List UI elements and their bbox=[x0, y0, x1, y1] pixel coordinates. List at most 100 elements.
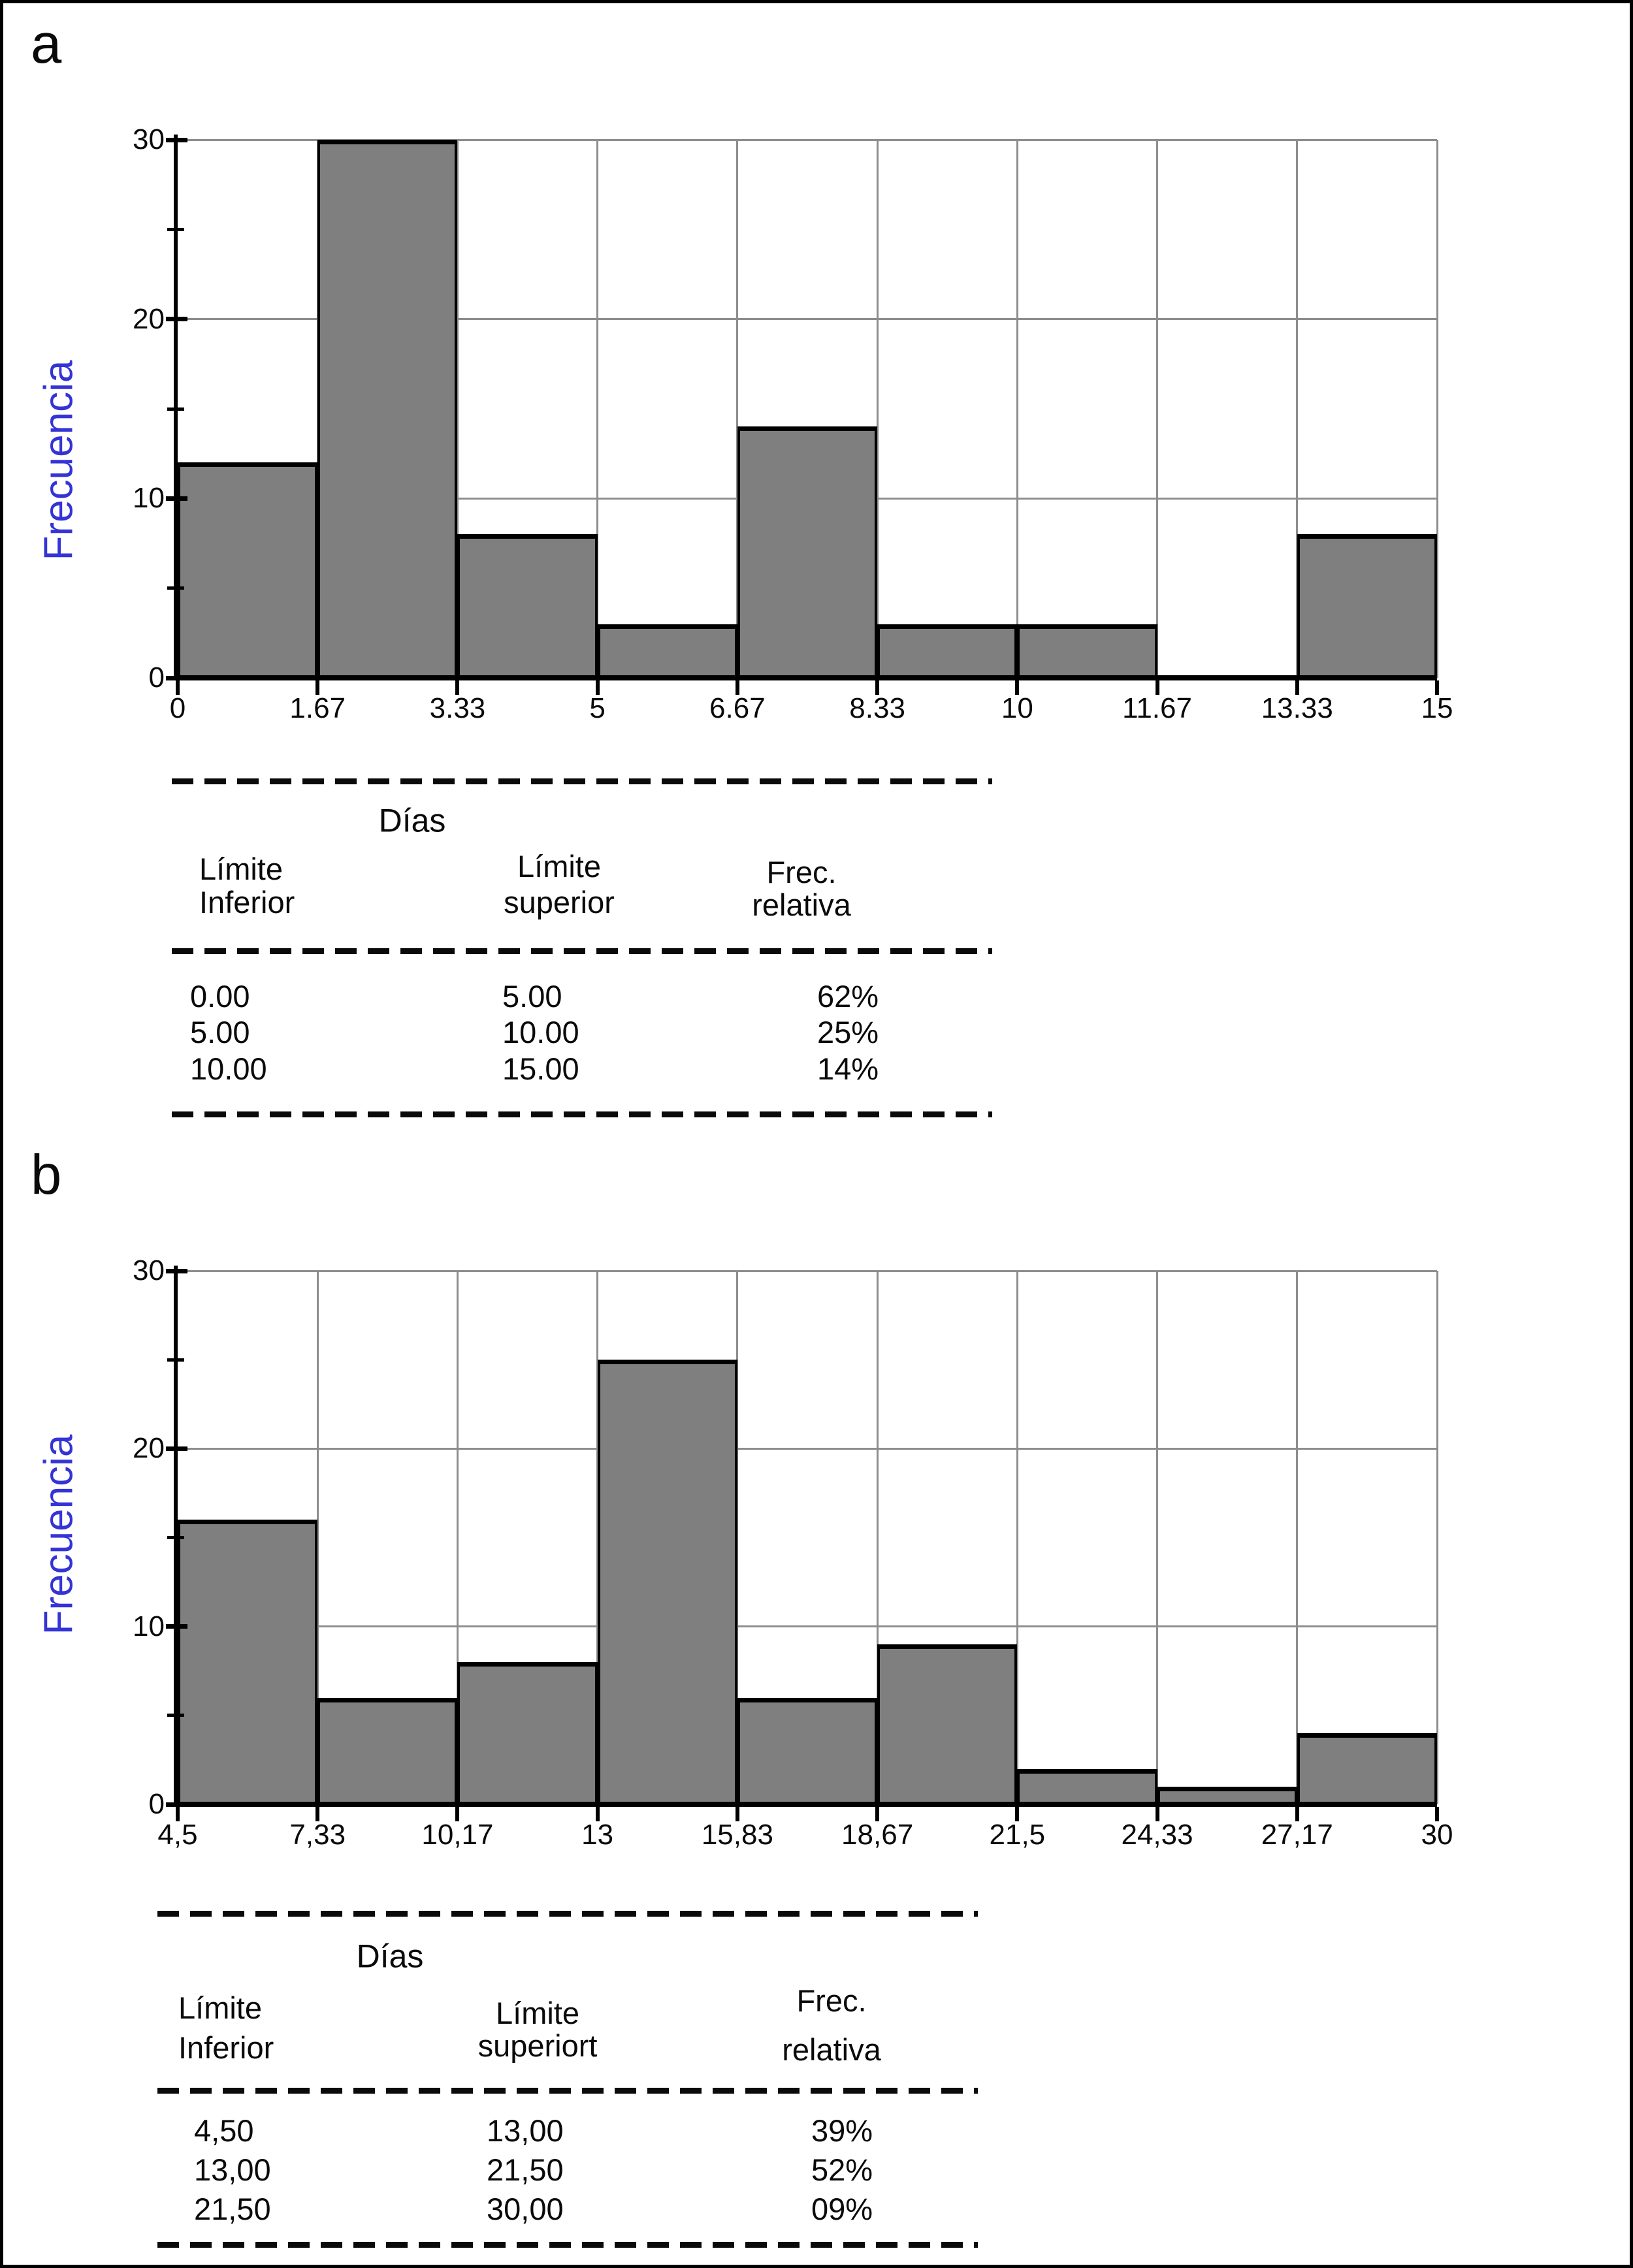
y-axis-minor-tick bbox=[167, 407, 184, 411]
x-axis-tick-label: 24,33 bbox=[1121, 1819, 1193, 1851]
x-axis-tick-label: 6.67 bbox=[709, 692, 766, 725]
x-axis-tick-label: 30 bbox=[1421, 1819, 1453, 1851]
x-axis-tick-label: 5 bbox=[589, 692, 605, 725]
x-axis-tick-label: 0 bbox=[170, 692, 186, 725]
y-axis-tick-label: 30 bbox=[86, 1254, 165, 1287]
table-column-header: relativa bbox=[782, 2032, 881, 2068]
histogram-a-bar bbox=[598, 624, 737, 678]
x-axis-tick-label: 18,67 bbox=[841, 1819, 913, 1851]
y-axis-major-tick bbox=[166, 1802, 187, 1807]
gridline-vertical bbox=[1016, 140, 1018, 678]
y-axis-title-b: Frecuencia bbox=[36, 1435, 82, 1635]
x-axis-line bbox=[174, 675, 1437, 680]
table-cell: 15.00 bbox=[502, 1051, 579, 1087]
table-dashed-rule bbox=[172, 1111, 992, 1117]
table-cell: 25% bbox=[817, 1015, 879, 1050]
x-axis-tick-label: 8.33 bbox=[849, 692, 905, 725]
y-axis-tick-label: 0 bbox=[86, 1788, 165, 1821]
table-column-header: Inferior bbox=[199, 885, 295, 920]
x-axis-tick-label: 7,33 bbox=[289, 1819, 346, 1851]
table-dashed-rule bbox=[172, 778, 992, 784]
x-axis-tick-label: 13 bbox=[581, 1819, 613, 1851]
gridline-horizontal bbox=[178, 1270, 1437, 1272]
gridline-horizontal bbox=[178, 1448, 1437, 1450]
table-title: Días bbox=[379, 802, 446, 840]
table-column-header: superior bbox=[504, 885, 615, 920]
histogram-a-bar bbox=[178, 462, 317, 678]
histogram-a-bar bbox=[1017, 624, 1157, 678]
y-axis-tick-label: 0 bbox=[86, 662, 165, 694]
y-axis-title-a: Frecuencia bbox=[36, 360, 82, 561]
histogram-b-bar bbox=[877, 1644, 1017, 1804]
table-cell: 62% bbox=[817, 979, 879, 1014]
y-axis-major-tick bbox=[166, 676, 187, 680]
table-column-header: Límite bbox=[199, 852, 283, 887]
gridline-vertical bbox=[1436, 1271, 1438, 1804]
histogram-b-bar bbox=[598, 1360, 737, 1804]
y-axis-major-tick bbox=[166, 317, 187, 321]
gridline-vertical bbox=[1156, 140, 1158, 678]
histogram-a-bar bbox=[877, 624, 1017, 678]
histogram-a-bar bbox=[317, 140, 457, 678]
table-cell: 5.00 bbox=[502, 979, 562, 1014]
gridline-vertical bbox=[1296, 1271, 1298, 1804]
x-axis-tick-label: 15 bbox=[1421, 692, 1453, 725]
histogram-b-bar bbox=[737, 1698, 877, 1804]
figure-page: a Frecuencia 010203001.673.3356.678.331011… bbox=[0, 0, 1633, 2268]
y-axis-tick-label: 10 bbox=[86, 1610, 165, 1643]
table-dashed-rule bbox=[157, 2242, 978, 2248]
y-axis-minor-tick bbox=[167, 1714, 184, 1717]
y-axis-minor-tick bbox=[167, 586, 184, 590]
table-cell: 5.00 bbox=[190, 1015, 250, 1050]
panel-label-a: a bbox=[31, 16, 61, 72]
y-axis-minor-tick bbox=[167, 228, 184, 231]
histogram-b-bar bbox=[1297, 1733, 1437, 1804]
table-column-header: Inferior bbox=[178, 2030, 274, 2066]
y-axis-tick-label: 20 bbox=[86, 1432, 165, 1465]
y-axis-minor-tick bbox=[167, 1358, 184, 1362]
x-axis-tick-label: 15,83 bbox=[702, 1819, 773, 1851]
histogram-b-bar bbox=[317, 1698, 457, 1804]
x-axis-line bbox=[174, 1802, 1437, 1807]
table-cell: 13,00 bbox=[194, 2152, 271, 2188]
table-cell: 4,50 bbox=[194, 2113, 253, 2148]
histogram-a-plot-area: 010203001.673.3356.678.331011.6713.3315 bbox=[178, 140, 1437, 678]
table-column-header: relativa bbox=[752, 887, 851, 923]
panel-label-b: b bbox=[31, 1147, 61, 1203]
y-axis-minor-tick bbox=[167, 1536, 184, 1539]
table-cell: 09% bbox=[811, 2192, 873, 2227]
table-dashed-rule bbox=[157, 1911, 978, 1917]
gridline-horizontal bbox=[178, 1625, 1437, 1627]
y-axis-line bbox=[174, 1266, 178, 1804]
table-column-header: Frec. bbox=[796, 1983, 866, 2019]
y-axis-tick-label: 20 bbox=[86, 303, 165, 336]
y-axis-major-tick bbox=[166, 1624, 187, 1629]
table-cell: 13,00 bbox=[487, 2113, 564, 2148]
table-cell: 39% bbox=[811, 2113, 873, 2148]
y-axis-tick-label: 10 bbox=[86, 482, 165, 515]
histogram-b-bar bbox=[457, 1662, 597, 1804]
x-axis-tick-label: 11.67 bbox=[1122, 692, 1192, 725]
y-axis-major-tick bbox=[166, 1269, 187, 1273]
x-axis-tick-label: 27,17 bbox=[1261, 1819, 1333, 1851]
table-cell: 21,50 bbox=[194, 2192, 271, 2227]
histogram-a-bar bbox=[737, 426, 877, 678]
table-column-header: Límite bbox=[517, 849, 601, 884]
table-column-header: Límite bbox=[496, 1996, 579, 2031]
x-axis-tick-label: 21,5 bbox=[990, 1819, 1046, 1851]
y-axis-tick-label: 30 bbox=[86, 123, 165, 156]
x-axis-tick-label: 4,5 bbox=[157, 1819, 197, 1851]
table-cell: 14% bbox=[817, 1051, 879, 1087]
gridline-vertical bbox=[1156, 1271, 1158, 1804]
y-axis-major-tick bbox=[166, 1446, 187, 1451]
table-cell: 21,50 bbox=[487, 2152, 564, 2188]
table-column-header: Frec. bbox=[766, 855, 836, 890]
x-axis-tick-label: 10,17 bbox=[421, 1819, 493, 1851]
histogram-a-bar bbox=[1297, 534, 1437, 678]
histogram-b-bar bbox=[1017, 1769, 1157, 1804]
table-cell: 30,00 bbox=[487, 2192, 564, 2227]
y-axis-line bbox=[174, 135, 178, 678]
table-title: Días bbox=[357, 1938, 424, 1975]
x-axis-tick-label: 1.67 bbox=[289, 692, 346, 725]
x-axis-tick-label: 13.33 bbox=[1261, 692, 1333, 725]
